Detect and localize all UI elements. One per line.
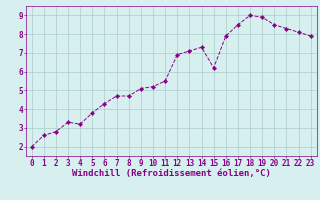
X-axis label: Windchill (Refroidissement éolien,°C): Windchill (Refroidissement éolien,°C) — [72, 169, 271, 178]
